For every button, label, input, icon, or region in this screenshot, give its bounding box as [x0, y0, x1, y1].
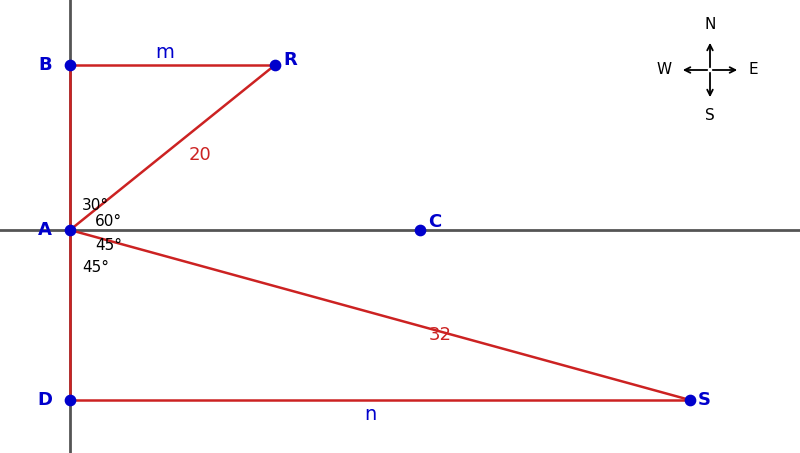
Text: 60°: 60° — [95, 215, 122, 230]
Point — [414, 226, 426, 234]
Text: 45°: 45° — [95, 237, 122, 252]
Point — [64, 226, 77, 234]
Point — [269, 61, 282, 68]
Text: 20: 20 — [189, 146, 211, 164]
Text: C: C — [428, 213, 442, 231]
Text: S: S — [698, 391, 711, 409]
Text: 32: 32 — [429, 326, 451, 344]
Point — [683, 396, 696, 404]
Text: m: m — [155, 43, 174, 62]
Text: W: W — [657, 63, 672, 77]
Text: B: B — [38, 56, 52, 74]
Point — [64, 61, 77, 68]
Text: 30°: 30° — [82, 198, 109, 212]
Text: A: A — [38, 221, 52, 239]
Text: E: E — [748, 63, 758, 77]
Point — [64, 396, 77, 404]
Text: 45°: 45° — [82, 260, 109, 275]
Text: n: n — [364, 405, 376, 424]
Text: D: D — [37, 391, 52, 409]
Text: N: N — [704, 17, 716, 32]
Text: R: R — [283, 51, 297, 69]
Text: S: S — [705, 108, 715, 123]
